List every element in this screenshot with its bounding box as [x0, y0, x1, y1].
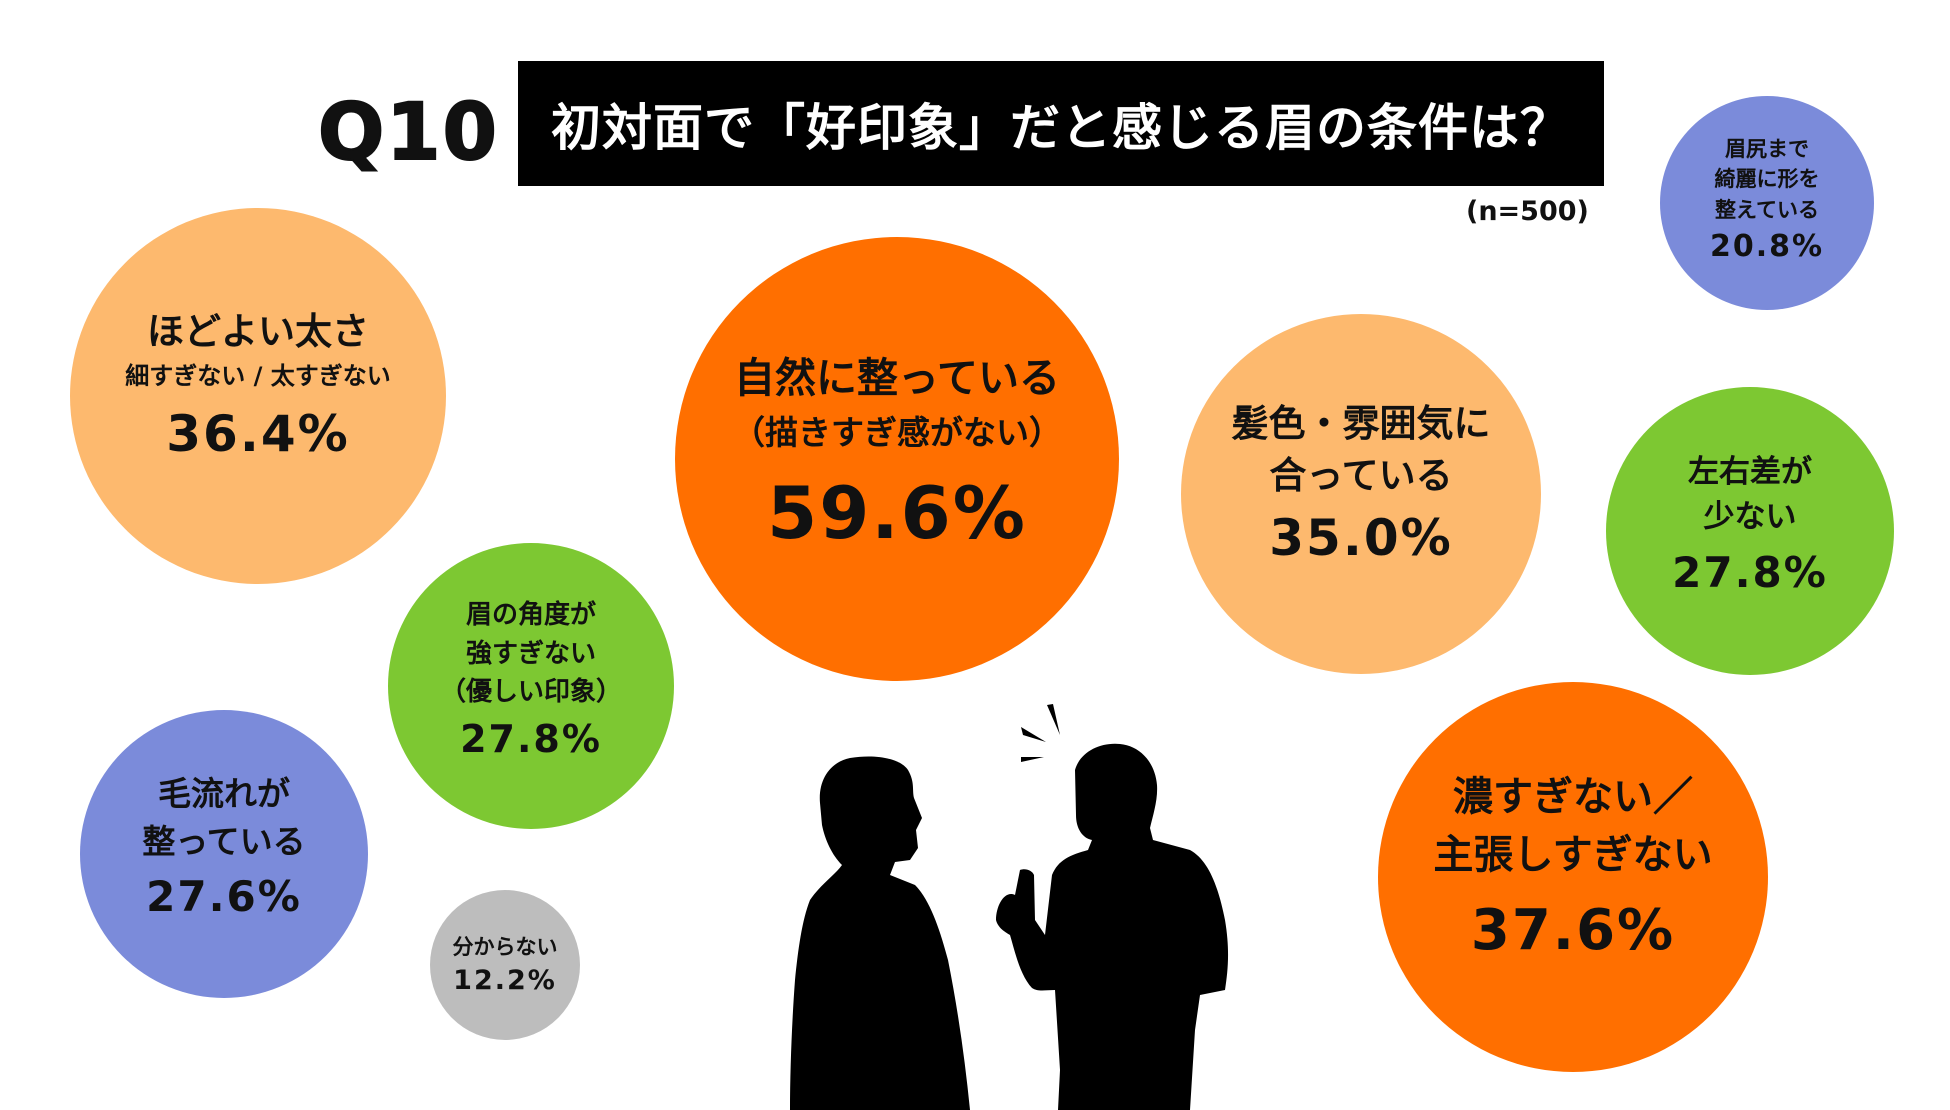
bubble-label-2: 主張しすぎない	[1433, 831, 1713, 878]
bubble-hair-flow: 毛流れが 整っている 27.6%	[80, 710, 368, 998]
bubble-value: 27.8%	[460, 716, 602, 761]
bubble-label: 分からない	[452, 935, 558, 960]
bubble-label-3: 整えている	[1715, 197, 1819, 222]
bubble-match-hair: 髪色・雰囲気に 合っている 35.0%	[1181, 314, 1541, 674]
bubble-label-2: 強すぎない	[465, 638, 596, 669]
bubble-label: 自然に整っている	[734, 353, 1060, 402]
bubble-label: 毛流れが	[158, 774, 290, 814]
bubble-label: 左右差が	[1688, 453, 1812, 490]
bubble-value: 27.8%	[1672, 548, 1828, 598]
bubble-value: 20.8%	[1709, 228, 1825, 264]
bubble-label-2: 少ない	[1703, 498, 1797, 535]
bubble-label-3: （優しい印象）	[439, 677, 622, 708]
bubble-angle: 眉の角度が 強すぎない （優しい印象） 27.8%	[388, 543, 674, 829]
sample-size: (n=500)	[1466, 196, 1589, 227]
title-banner: 初対面で「好印象」だと感じる眉の条件は？	[518, 61, 1604, 186]
bubble-label-2: 整っている	[142, 821, 306, 861]
bubble-natural: 自然に整っている （描きすぎ感がない） 59.6%	[675, 237, 1119, 681]
question-label: Q10	[317, 87, 499, 179]
bubble-label: 濃すぎない／	[1453, 773, 1693, 820]
chart-title: 初対面で「好印象」だと感じる眉の条件は？	[551, 98, 1571, 157]
bubble-label-2: 綺麗に形を	[1714, 167, 1820, 192]
bubble-symmetry: 左右差が 少ない 27.8%	[1606, 387, 1894, 675]
bubble-label: ほどよい太さ	[147, 309, 369, 353]
bubble-dont-know: 分からない 12.2%	[430, 890, 580, 1040]
bubble-value: 12.2%	[453, 964, 557, 996]
bubble-label: 眉尻まで	[1725, 137, 1809, 162]
bubble-label-2: 合っている	[1269, 454, 1453, 497]
bubble-value: 27.6%	[146, 871, 302, 921]
bubble-value: 37.6%	[1470, 897, 1676, 963]
bubble-label: 髪色・雰囲気に	[1231, 401, 1491, 445]
bubble-moderate-thickness: ほどよい太さ 細すぎない / 太すぎない 36.4%	[70, 208, 446, 584]
bubble-not-too-dark: 濃すぎない／ 主張しすぎない 37.6%	[1378, 682, 1768, 1072]
bubble-value: 35.0%	[1269, 509, 1453, 568]
bubble-value: 36.4%	[166, 405, 350, 464]
bubble-sublabel: 細すぎない / 太すぎない	[125, 362, 391, 391]
bubble-label: 眉の角度が	[465, 600, 596, 631]
bubble-sublabel: （描きすぎ感がない）	[732, 413, 1062, 452]
bubble-value: 59.6%	[767, 471, 1027, 556]
two-people-talking-silhouette-icon	[790, 704, 1229, 1110]
bubble-tail-shape: 眉尻まで 綺麗に形を 整えている 20.8%	[1660, 96, 1874, 310]
